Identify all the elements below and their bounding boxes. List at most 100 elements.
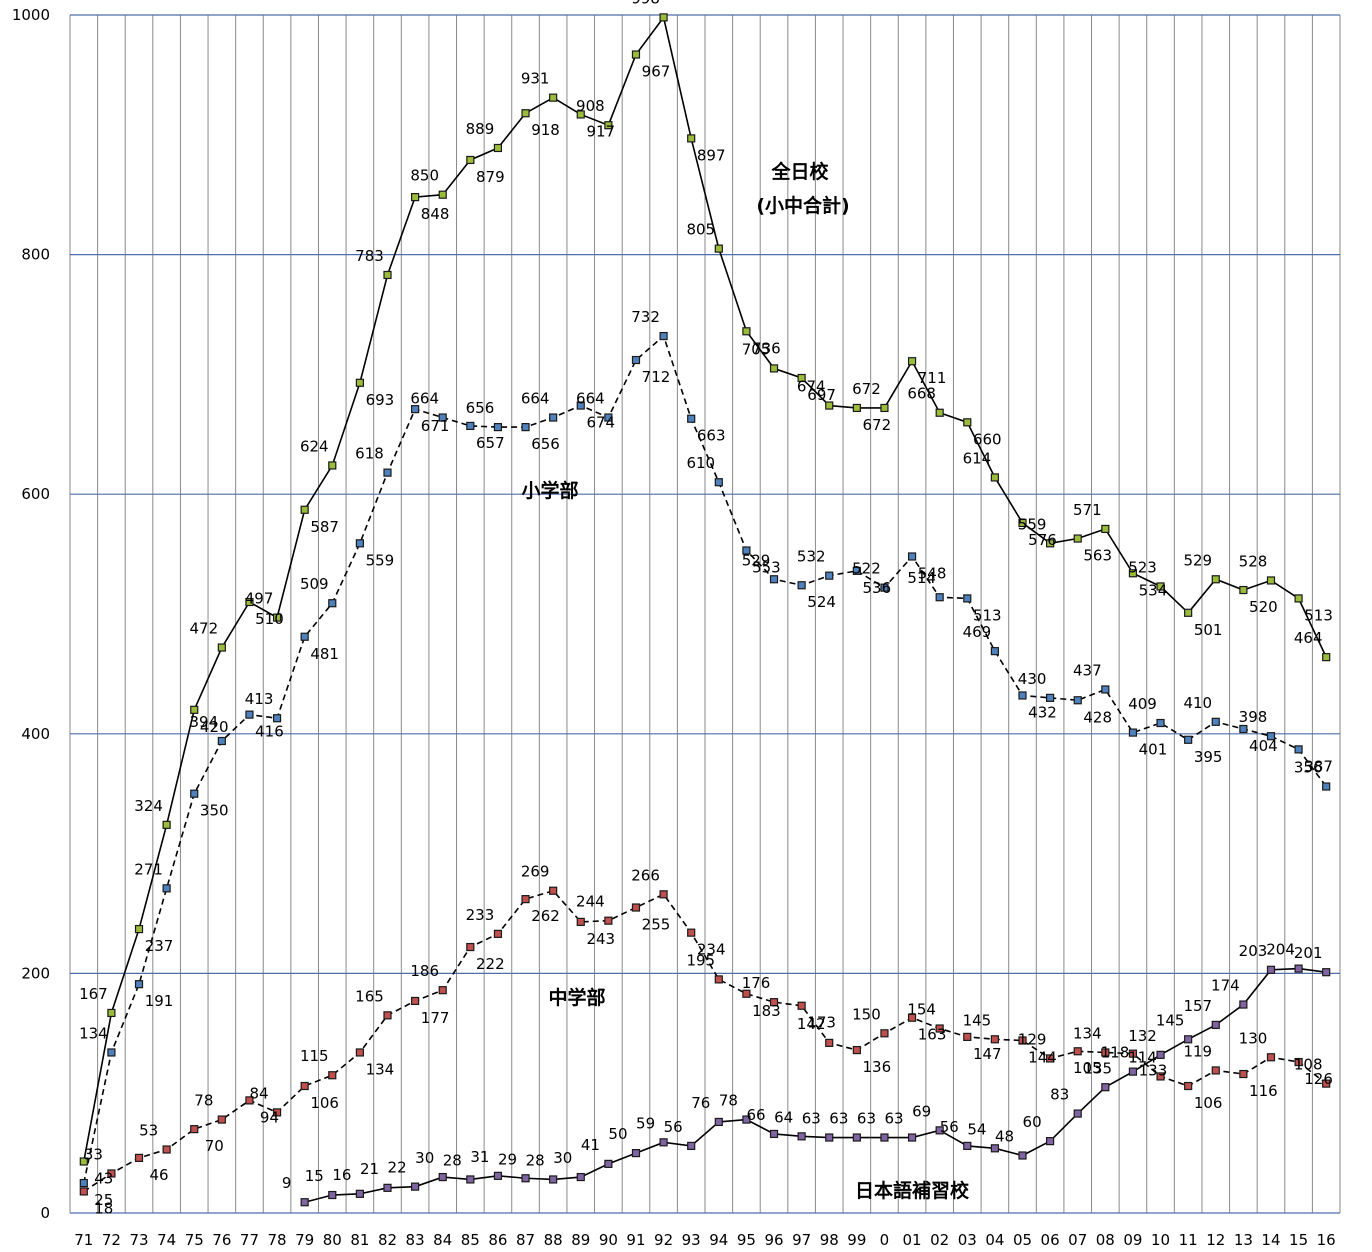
data-point [549, 413, 558, 422]
data-point [355, 378, 364, 387]
x-tick-label: 93 [682, 1231, 701, 1249]
data-label: 108 [1294, 1056, 1323, 1074]
data-point [162, 820, 171, 829]
y-tick-label: 800 [21, 246, 50, 264]
data-label: 63 [885, 1110, 904, 1128]
data-point [79, 1178, 88, 1188]
data-label: 559 [1018, 515, 1047, 533]
data-point [714, 478, 723, 487]
data-point [990, 647, 999, 656]
y-tick-label: 400 [21, 725, 50, 743]
data-label: 54 [967, 1120, 986, 1138]
data-label: 255 [642, 916, 671, 934]
x-tick-label: 77 [240, 1231, 259, 1249]
data-label: 783 [355, 247, 384, 265]
data-label: 664 [410, 390, 439, 408]
data-point [328, 599, 337, 608]
data-label: 177 [421, 1009, 450, 1027]
data-point [935, 593, 944, 602]
data-label: 144 [1028, 1048, 1057, 1066]
data-label: 105 [1073, 1059, 1102, 1077]
data-label: 614 [963, 449, 992, 467]
data-label: 472 [190, 620, 219, 638]
data-label: 163 [918, 1026, 947, 1044]
data-point [1018, 691, 1027, 700]
y-tick-label: 200 [21, 964, 50, 982]
data-label: 167 [79, 985, 108, 1003]
data-point [687, 414, 696, 423]
data-point [466, 155, 475, 165]
data-point [1128, 1049, 1138, 1058]
data-label: 501 [1194, 621, 1223, 639]
data-point [493, 423, 503, 432]
data-point [935, 1126, 944, 1135]
data-point [935, 408, 944, 417]
data-label: 897 [697, 146, 726, 164]
data-label: 31 [470, 1148, 489, 1166]
data-label: 931 [521, 70, 550, 88]
data-point [300, 1081, 309, 1091]
data-point [162, 884, 171, 893]
data-point [1128, 728, 1138, 737]
y-axis: 0 200 400 600 800 1000 [12, 6, 50, 1222]
data-label: 183 [752, 1002, 781, 1020]
data-point [272, 714, 282, 723]
data-label: 28 [526, 1151, 545, 1169]
data-label: 324 [134, 797, 163, 815]
data-label: 736 [752, 339, 781, 357]
data-labels: 43 167 237 324 420 472 510 497 587 624 693 783 848 85… [79, 0, 1333, 1217]
data-point [742, 1115, 751, 1124]
data-label: 262 [531, 907, 560, 925]
data-point [493, 1171, 503, 1180]
data-point [1266, 965, 1276, 974]
data-point [1156, 1050, 1165, 1059]
data-label: 76 [691, 1094, 710, 1112]
data-label: 133 [1139, 1062, 1168, 1080]
data-label: 129 [1018, 1030, 1047, 1048]
data-point [1266, 732, 1276, 741]
data-point [190, 789, 199, 798]
data-label: 126 [1304, 1070, 1333, 1088]
data-point [1101, 524, 1110, 534]
x-tick-label: 16 [1317, 1231, 1336, 1249]
data-point [1018, 1036, 1027, 1045]
x-tick-label: 76 [212, 1231, 231, 1249]
x-tick-label: 78 [268, 1231, 287, 1249]
data-point [411, 192, 420, 202]
data-point [1073, 696, 1082, 705]
x-tick-label: 84 [433, 1231, 452, 1249]
y-tick-label: 0 [40, 1204, 50, 1222]
data-label: 78 [194, 1092, 213, 1110]
data-label: 233 [466, 906, 495, 924]
data-point [797, 373, 806, 383]
y-tick-label: 1000 [12, 6, 50, 24]
data-point [880, 583, 889, 592]
data-point [217, 1115, 226, 1124]
data-label: 244 [576, 893, 605, 911]
data-label: 78 [719, 1092, 738, 1110]
data-point [383, 1183, 392, 1192]
data-point [604, 121, 613, 130]
data-point [134, 980, 144, 989]
data-point [852, 1133, 861, 1142]
data-point [604, 1159, 613, 1168]
data-label: 523 [1128, 558, 1157, 576]
data-label: 21 [360, 1160, 379, 1178]
data-point [1101, 685, 1110, 694]
data-point [272, 613, 282, 622]
data-point [549, 1175, 558, 1184]
data-point [1073, 1109, 1082, 1118]
data-label: 571 [1073, 501, 1102, 519]
data-point [466, 942, 475, 952]
data-label: 497 [245, 590, 274, 608]
data-label: 889 [466, 120, 495, 138]
data-label: 106 [310, 1094, 339, 1112]
data-label: 524 [807, 593, 836, 611]
data-point [1211, 1020, 1220, 1030]
data-point [687, 1141, 696, 1151]
data-point [162, 1145, 171, 1154]
data-point [1184, 735, 1193, 744]
data-label: 134 [366, 1060, 395, 1078]
data-label: 674 [797, 378, 826, 396]
